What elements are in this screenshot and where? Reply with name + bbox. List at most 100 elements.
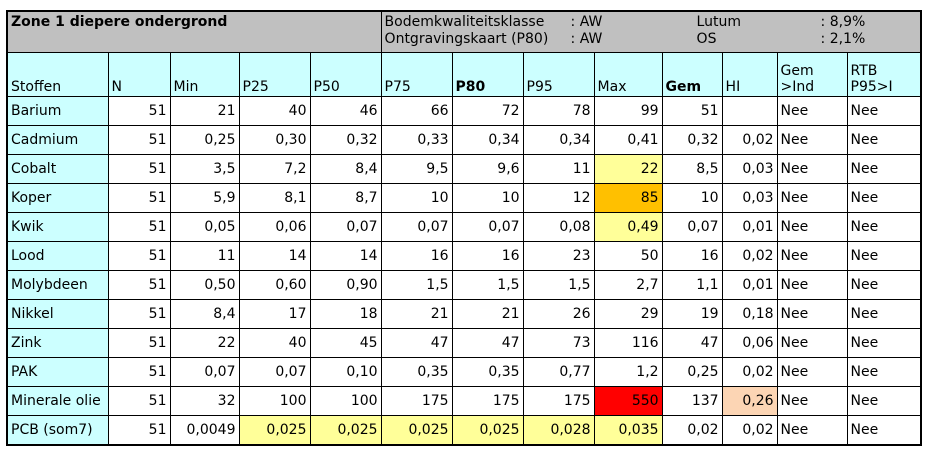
table-row: Zink 51 22 40 45 47 47 73 116 47 0,06 Nee Nee [6,328,922,358]
cell-p75: 66 [380,96,453,126]
cell-p50: 100 [309,386,382,416]
cell-n: 51 [107,270,171,300]
cell-n: 51 [107,183,171,213]
cell-gem: 0,25 [661,357,723,387]
cell-rtb-p95: Nee [846,125,922,155]
cell-p80: 9,6 [451,154,524,184]
cell-p80: 0,35 [451,357,524,387]
cell-p80: 1,5 [451,270,524,300]
header-p50: P50 [309,52,382,97]
table-row: Molybdeen 51 0,50 0,60 0,90 1,5 1,5 1,5 2,7 1,1 0,… [6,270,922,300]
cell-p95: 0,028 [522,415,595,446]
substance-name: PCB (som7) [6,415,109,446]
cell-gem-ind: Nee [776,212,848,242]
title-row: Zone 1 diepere ondergrond Bodemkwaliteit… [6,10,922,53]
table-row: Nikkel 51 8,4 17 18 21 21 26 29 19 0,18 Nee Nee [6,299,922,329]
table-row: Cobalt 51 3,5 7,2 8,4 9,5 9,6 11 22 8,5 0,03 Nee Nee [6,154,922,184]
cell-p80: 16 [451,241,524,271]
cell-p75: 0,07 [380,212,453,242]
cell-min: 22 [169,328,240,358]
cell-min: 3,5 [169,154,240,184]
cell-p25: 0,025 [238,415,311,446]
substance-name: Koper [6,183,109,213]
cell-p50: 18 [309,299,382,329]
substance-name: Molybdeen [6,270,109,300]
cell-gem-ind: Nee [776,183,848,213]
substance-name: PAK [6,357,109,387]
meta-value-ontgraving: : AW [570,31,603,47]
cell-p75: 0,33 [380,125,453,155]
cell-p50: 0,90 [309,270,382,300]
cell-p80: 72 [451,96,524,126]
cell-p75: 9,5 [380,154,453,184]
cell-p25: 14 [238,241,311,271]
cell-gem: 10 [661,183,723,213]
cell-gem: 8,5 [661,154,723,184]
cell-gem: 19 [661,299,723,329]
cell-gem-ind: Nee [776,96,848,126]
cell-min: 32 [169,386,240,416]
cell-p95: 0,34 [522,125,595,155]
cell-p80: 10 [451,183,524,213]
cell-max: 22 [593,154,663,184]
cell-hi: 0,03 [721,183,778,213]
table-body: Barium 51 21 40 46 66 72 78 99 51 Nee Nee Cadmium 51 0… [6,96,922,446]
cell-p50: 8,4 [309,154,382,184]
cell-max: 99 [593,96,663,126]
cell-gem: 47 [661,328,723,358]
cell-min: 0,07 [169,357,240,387]
cell-gem-ind: Nee [776,386,848,416]
cell-hi: 0,02 [721,125,778,155]
cell-gem-ind: Nee [776,270,848,300]
cell-p25: 0,07 [238,357,311,387]
cell-rtb-p95: Nee [846,415,922,446]
cell-gem-ind: Nee [776,241,848,271]
cell-p50: 14 [309,241,382,271]
substance-name: Minerale olie [6,386,109,416]
cell-min: 5,9 [169,183,240,213]
header-rtb-p95: RTB P95>I [846,52,922,97]
cell-max: 50 [593,241,663,271]
cell-p80: 175 [451,386,524,416]
cell-p95: 0,77 [522,357,595,387]
header-n: N [107,52,171,97]
table-row: Kwik 51 0,05 0,06 0,07 0,07 0,07 0,08 0,49 0,07 0,… [6,212,922,242]
header-p75: P75 [380,52,453,97]
cell-p25: 17 [238,299,311,329]
meta-cell: Bodemkwaliteitsklasse : AW Lutum : 8,9% … [380,10,922,53]
cell-p50: 8,7 [309,183,382,213]
cell-gem-ind: Nee [776,415,848,446]
cell-p95: 175 [522,386,595,416]
header-min: Min [169,52,240,97]
substance-name: Zink [6,328,109,358]
cell-max: 29 [593,299,663,329]
table-row: Minerale olie 51 32 100 100 175 175 175 550 137 0,… [6,386,922,416]
cell-rtb-p95: Nee [846,183,922,213]
cell-p50: 45 [309,328,382,358]
cell-rtb-p95: Nee [846,299,922,329]
header-p80: P80 [451,52,524,97]
cell-max: 550 [593,386,663,416]
cell-p95: 11 [522,154,595,184]
meta-value-lutum: : 8,9% [820,14,866,30]
cell-p95: 0,08 [522,212,595,242]
substance-name: Kwik [6,212,109,242]
cell-hi: 0,03 [721,154,778,184]
cell-p75: 10 [380,183,453,213]
cell-min: 21 [169,96,240,126]
cell-n: 51 [107,357,171,387]
cell-p80: 0,34 [451,125,524,155]
cell-p75: 0,35 [380,357,453,387]
table-row: Cadmium 51 0,25 0,30 0,32 0,33 0,34 0,34 0,41 0,3… [6,125,922,155]
cell-gem-ind: Nee [776,357,848,387]
cell-p95: 26 [522,299,595,329]
cell-max: 0,49 [593,212,663,242]
meta-value-os: : 2,1% [820,31,866,47]
cell-hi: 0,26 [721,386,778,416]
cell-hi: 0,01 [721,212,778,242]
cell-gem: 16 [661,241,723,271]
cell-max: 0,035 [593,415,663,446]
cell-p25: 40 [238,328,311,358]
meta-grid: Bodemkwaliteitsklasse : AW Lutum : 8,9% … [385,14,918,48]
cell-p50: 0,025 [309,415,382,446]
